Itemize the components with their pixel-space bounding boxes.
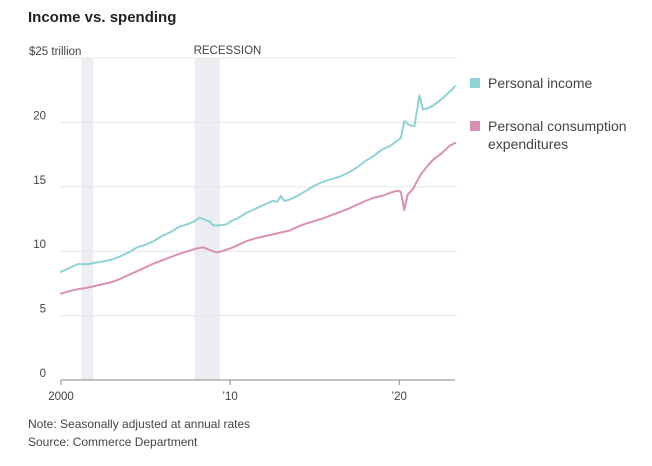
x-tick-label: ’20 — [392, 391, 407, 403]
legend-item-personal-income: Personal income — [470, 74, 650, 92]
legend-swatch — [470, 78, 480, 88]
legend-swatch — [470, 121, 480, 131]
legend-label: Personal income — [488, 75, 593, 91]
recession-band — [81, 58, 94, 380]
y-tick-label: 20 — [33, 110, 46, 122]
y-tick-label: 0 — [40, 368, 46, 380]
gridlines — [60, 57, 457, 317]
y-tick-label: $25 trillion — [29, 46, 81, 58]
legend-label: Personal consumption expenditures — [488, 118, 627, 152]
x-tick-label: ’10 — [222, 391, 237, 403]
y-tick-label: 5 — [40, 304, 46, 316]
y-tick-label: 15 — [33, 175, 46, 187]
x-tick-label: 2000 — [48, 391, 74, 403]
x-axis-ticks: 2000 ’10 ’20 — [48, 379, 455, 403]
series-lines — [60, 85, 456, 295]
chart-note: Note: Seasonally adjusted at annual rate… — [28, 417, 251, 431]
legend-item-personal-consumption: Personal consumption expenditures — [470, 117, 650, 153]
series-line-personal-income — [60, 85, 456, 273]
y-axis-ticks: 0 5 10 15 20 $25 trillion — [29, 46, 81, 380]
recession-label: RECESSION — [194, 45, 262, 57]
chart-source: Source: Commerce Department — [28, 435, 198, 449]
chart-title: Income vs. spending — [28, 9, 177, 26]
series-line-personal-consumption — [60, 142, 456, 295]
y-tick-label: 10 — [33, 239, 46, 251]
recession-bands: RECESSION — [81, 45, 261, 380]
